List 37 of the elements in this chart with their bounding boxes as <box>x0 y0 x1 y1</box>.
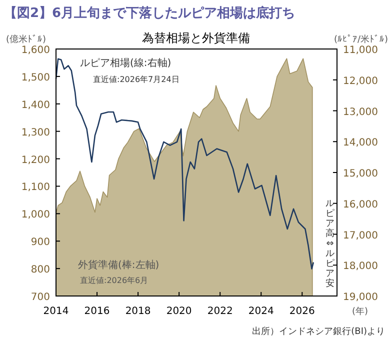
y2-tick-label: 19,000 <box>343 292 378 303</box>
x-tick-label: 2026 <box>289 306 315 317</box>
y-tick-label: 900 <box>30 237 50 248</box>
annotation: 直近値:2026年7月24日 <box>93 75 180 84</box>
text: ルピア高⇔ルピア安 <box>326 199 334 289</box>
y2-tick-label: 16,000 <box>343 199 378 210</box>
x-axis-title: (年) <box>352 306 368 317</box>
annotation: 直近値:2026年6月 <box>80 276 148 285</box>
y2-tick-label: 11,000 <box>343 45 378 56</box>
chart-subtitle: 為替相場と外貨準備 <box>142 31 250 45</box>
x-tick-label: 2014 <box>43 306 69 317</box>
x-tick-label: 2016 <box>84 306 110 317</box>
y-tick-label: 1,500 <box>21 72 50 84</box>
y-tick-label: 1,400 <box>21 100 50 111</box>
chart-title: 【図2】6月上旬まで下落したルピア相場は底打ち <box>4 5 296 21</box>
y-tick-label: 800 <box>30 264 50 276</box>
y2-axis-title: (ﾙﾋﾟｱ/米ﾄﾞﾙ) <box>334 34 388 45</box>
y2-tick-label: 13,000 <box>343 106 378 118</box>
y-tick-label: 1,100 <box>21 182 50 194</box>
y2-tick-label: 12,000 <box>343 76 378 87</box>
text: 出所）インドネシア銀行(BI)より <box>252 326 385 337</box>
y-tick-label: 1,200 <box>21 154 50 166</box>
y-tick-label: 1,600 <box>21 45 50 56</box>
y-axis-title: (億米ﾄﾞﾙ) <box>6 34 46 45</box>
x-tick-label: 2022 <box>207 306 233 317</box>
y-tick-label: 700 <box>30 292 50 303</box>
y2-tick-label: 17,000 <box>343 230 378 242</box>
x-tick-label: 2024 <box>248 306 274 317</box>
y2-tick-label: 14,000 <box>343 138 378 149</box>
y2-tick-label: 15,000 <box>343 168 378 180</box>
annotation: ルピア相場(線:右軸) <box>80 57 172 69</box>
y-tick-label: 1,000 <box>21 210 50 221</box>
annotation: 外貨準備(棒:左軸) <box>78 259 160 271</box>
y2-tick-label: 18,000 <box>343 261 378 272</box>
x-tick-label: 2018 <box>125 306 151 317</box>
y-tick-label: 1,300 <box>21 127 50 138</box>
x-tick-label: 2020 <box>166 306 192 317</box>
